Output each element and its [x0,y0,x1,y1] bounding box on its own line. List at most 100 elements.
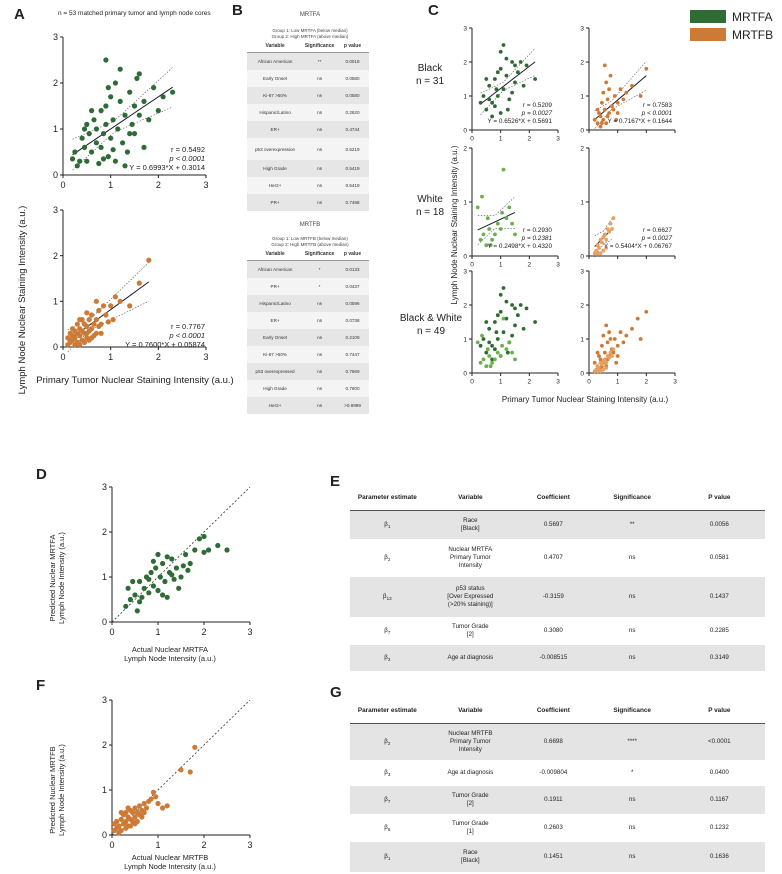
data-point [215,542,221,549]
y-tick-label: 1 [102,785,107,795]
data-point [93,140,99,146]
regression-line [477,211,516,231]
table-cell: ** [317,59,322,64]
panel-c-ylabel: Lymph Node Nuclear Staining Intensity (a… [450,145,459,305]
c-black-a-stats: r = 0.5209 p = 0.0027 Y = 0.6526*X + 0.5… [480,102,552,126]
table-row: ER+ ns 0.0738 [247,312,369,329]
data-point [123,603,129,609]
legend-label-mrtfa: MRTFA [732,10,773,24]
data-point [108,135,114,141]
data-point [624,333,629,338]
data-point [84,121,90,127]
data-point [77,342,83,348]
data-point [122,163,128,169]
data-point [155,551,161,558]
data-point [146,257,152,263]
data-point [108,94,114,100]
table-cell: 0.5419 [345,183,360,188]
table-cell: ns [628,554,636,561]
data-point [481,94,486,98]
stat-p: p < 0.0001 [169,154,205,163]
table-cell: ns [317,183,322,188]
table-row: PR+ * 0.0437 [247,278,369,295]
table-cell: ns [317,166,322,171]
data-point [187,560,193,567]
data-point [160,592,166,598]
beta-symbol: β [384,823,388,831]
y-tick-label: 3 [580,25,584,32]
beta-subscript: 3 [387,657,391,663]
col-header: Significance [613,493,651,501]
table-row: p53 overexpression ns 0.5219 [247,138,369,160]
data-point [504,299,509,304]
ci-upper [480,48,536,94]
beta-symbol: β [384,626,388,634]
ylabel-line2: Lymph Node Intensity (a.u.) [57,532,66,624]
panel-c-xlabel: Primary Tumor Nuclear Staining Intensity… [501,395,669,404]
y-tick-label: 3 [102,482,107,492]
panel-letter-e: E [330,473,341,490]
data-point [607,330,611,335]
data-point [91,321,97,327]
data-point [72,149,78,155]
y-tick-label: 3 [463,268,467,275]
table-cell: Age at diagnosis [447,769,494,776]
data-point [132,821,138,827]
data-point [507,340,512,345]
data-point [160,560,166,567]
data-point [490,237,494,242]
x-tick-label: 0 [60,352,65,362]
data-point [598,251,603,256]
data-point [112,294,118,300]
y-tick-label: 1 [580,336,584,343]
data-point [521,326,526,331]
data-point [86,317,92,323]
data-point [127,303,133,309]
y-tick-label: 1 [53,296,58,306]
data-point [484,364,489,369]
y-tick-label: 1 [463,336,467,343]
y-tick-label: 3 [463,25,467,32]
beta-symbol: β [384,852,388,860]
table-cell: 0.7488 [345,200,360,205]
data-point [478,237,483,242]
data-point [621,97,626,102]
data-point [498,292,503,297]
data-point [635,316,640,321]
y-tick-label: 2 [580,59,584,66]
col-header: Significance [304,43,335,49]
group-n: n = 31 [415,76,445,87]
data-point [504,347,509,352]
x-tick-label: 0 [109,627,114,637]
data-point [493,347,497,352]
table-cell: 0.0018 [345,59,360,64]
data-point [510,90,514,95]
data-point [169,556,175,562]
data-point [481,337,486,341]
table-cell: PR+ [270,200,280,205]
beta-symbol: β [383,592,387,600]
table-cell: -0.3159 [542,593,564,600]
data-point [84,310,90,316]
data-point [498,309,503,314]
panel-a-ylabel: Lymph Node Nuclear Staining Intensity (a… [17,205,28,395]
data-point [160,805,166,811]
table-cell: 0.2285 [709,627,729,634]
data-point [602,107,607,112]
table-cell: 0.0437 [345,284,360,289]
x-tick-label: 1 [616,379,620,386]
x-tick-label: 0 [109,840,114,850]
data-point [490,360,494,365]
panel-letter-d: D [36,466,47,483]
table-cell: 0.0581 [709,554,729,561]
data-point [187,769,193,775]
stat-p: p = 0.0027 [521,110,552,117]
data-point [103,312,109,318]
data-point [615,111,620,115]
data-point [604,121,609,126]
x-tick-label: 3 [673,379,677,386]
group-n: n = 18 [415,207,445,218]
table-cell: Her2+ [268,403,282,408]
group-name: Black [417,63,443,74]
data-point [607,229,611,234]
